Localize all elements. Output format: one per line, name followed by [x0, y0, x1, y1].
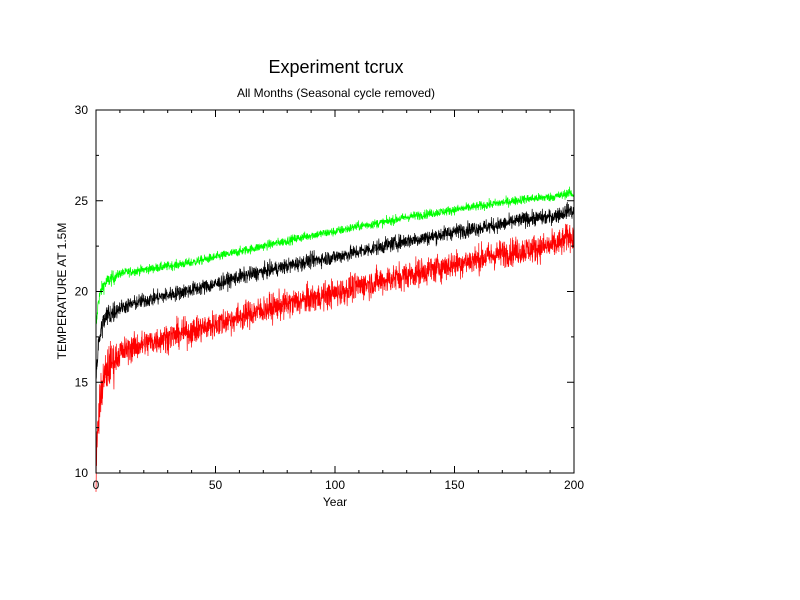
y-tick-label: 30 — [75, 103, 89, 117]
series-line-2 — [95, 201, 575, 382]
chart-title: Experiment tcrux — [268, 57, 403, 77]
x-tick-label: 150 — [444, 478, 464, 492]
y-axis-label: TEMPERATURE AT 1.5M — [55, 223, 69, 360]
x-tick-label: 0 — [93, 478, 100, 492]
series-line-1 — [95, 186, 575, 326]
x-tick-label: 100 — [325, 478, 345, 492]
x-tick-label: 50 — [209, 478, 223, 492]
y-tick-label: 25 — [75, 194, 89, 208]
x-tick-label: 200 — [564, 478, 584, 492]
series-layer — [95, 186, 575, 492]
x-axis-label: Year — [323, 495, 347, 509]
series-line-3 — [95, 223, 575, 492]
y-tick-label: 20 — [75, 285, 89, 299]
y-tick-label: 15 — [75, 375, 89, 389]
axes-layer: 0 50 100 150 200 10 15 20 25 30 — [75, 103, 585, 492]
chart-subtitle: All Months (Seasonal cycle removed) — [237, 86, 435, 100]
y-tick-label: 10 — [75, 466, 89, 480]
